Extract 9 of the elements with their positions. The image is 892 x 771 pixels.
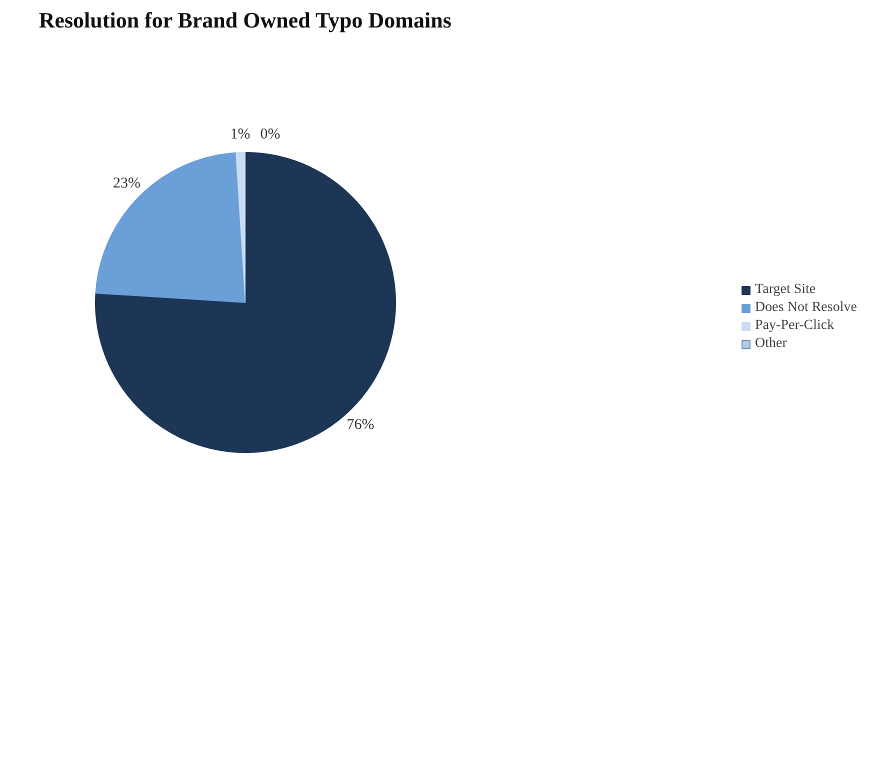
data-label: 76%	[346, 416, 374, 433]
legend-label: Other	[755, 336, 787, 352]
legend-label: Pay-Per-Click	[755, 318, 834, 334]
chart-title: Resolution for Brand Owned Typo Domains	[38, 8, 452, 32]
data-label: 1%	[230, 126, 250, 143]
data-label: 23%	[112, 176, 140, 192]
legend-label: Does Not Resolve	[755, 300, 857, 316]
legend-label: Target Site	[755, 282, 816, 298]
text: 0%	[260, 126, 280, 142]
